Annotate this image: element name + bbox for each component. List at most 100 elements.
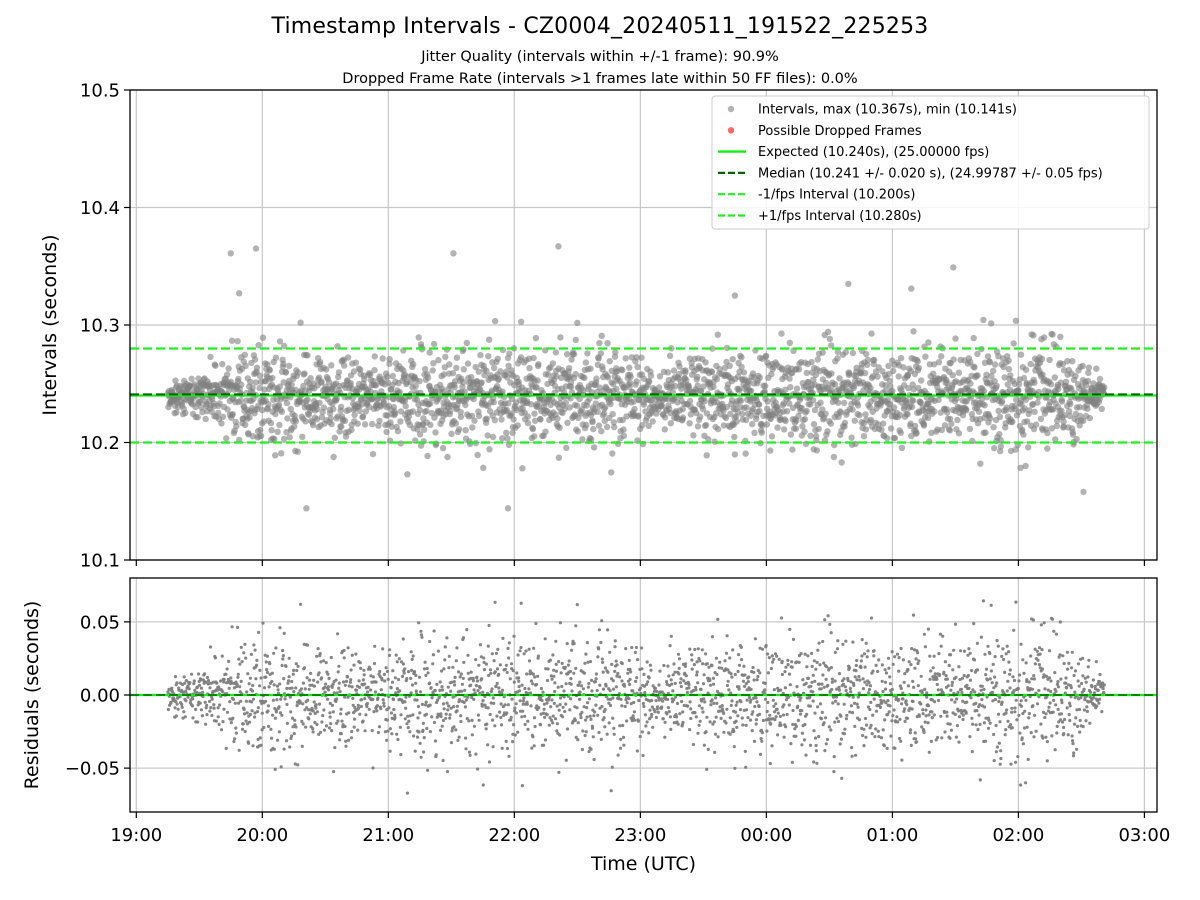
interval-point <box>620 426 627 433</box>
residual-point <box>211 680 215 684</box>
interval-point <box>594 408 601 415</box>
residual-point <box>808 695 812 699</box>
residual-point <box>349 736 354 740</box>
residual-point <box>890 650 894 654</box>
residual-point <box>204 722 208 726</box>
residual-point <box>649 698 654 703</box>
interval-point <box>647 372 655 379</box>
residual-point <box>351 696 355 701</box>
residual-point <box>583 733 587 738</box>
residual-point <box>470 718 474 723</box>
top-y-tick-label: 10.5 <box>80 81 120 102</box>
interval-point <box>202 415 209 423</box>
interval-point <box>737 397 745 405</box>
residual-point <box>388 749 392 753</box>
residual-point <box>867 681 871 685</box>
interval-point <box>884 435 891 442</box>
residual-point <box>606 670 610 674</box>
residual-point <box>312 684 316 688</box>
residual-point <box>620 679 624 683</box>
residual-point <box>487 673 491 678</box>
interval-point <box>694 423 702 430</box>
residual-point <box>559 696 563 700</box>
interval-point <box>909 397 917 404</box>
interval-point <box>634 363 641 371</box>
residual-point <box>451 665 455 669</box>
residual-point <box>205 675 209 680</box>
residual-point <box>388 648 392 652</box>
interval-point <box>1084 377 1092 385</box>
residual-point <box>800 743 804 747</box>
residual-point <box>803 652 807 656</box>
interval-point <box>485 353 492 360</box>
interval-point <box>963 407 970 414</box>
interval-point <box>452 420 459 427</box>
residual-point <box>429 686 433 690</box>
residual-point <box>621 735 626 740</box>
residual-point <box>309 671 313 676</box>
interval-point <box>709 345 716 352</box>
residual-point <box>431 653 435 657</box>
residual-point <box>825 737 830 742</box>
interval-point <box>638 354 645 361</box>
residual-point <box>335 691 339 695</box>
residual-point <box>448 716 452 720</box>
interval-point <box>905 385 912 392</box>
residual-point <box>695 670 699 674</box>
residual-point <box>563 665 567 669</box>
residual-point <box>773 710 777 714</box>
interval-point <box>974 372 981 379</box>
residual-point <box>594 672 599 676</box>
residual-point <box>270 679 274 684</box>
interval-point <box>995 407 1002 415</box>
residual-point <box>281 654 285 658</box>
residual-point <box>497 672 501 676</box>
residual-point <box>856 705 860 709</box>
interval-point <box>971 364 978 371</box>
residual-point <box>537 706 541 710</box>
residual-point <box>928 677 932 681</box>
residual-point <box>569 677 573 681</box>
residual-point <box>696 681 700 685</box>
residual-point <box>300 719 304 724</box>
interval-point <box>723 403 731 411</box>
interval-point <box>430 360 437 367</box>
interval-point <box>236 290 243 297</box>
residual-point <box>816 648 820 652</box>
residual-point <box>590 726 595 730</box>
residual-point <box>351 703 355 707</box>
residual-point <box>448 713 452 717</box>
residual-point <box>843 685 848 689</box>
interval-point <box>890 367 897 375</box>
residual-point <box>810 680 814 684</box>
residual-point <box>392 707 396 712</box>
residual-point <box>834 695 839 699</box>
residual-point <box>939 644 943 648</box>
residual-point <box>439 714 443 719</box>
interval-point <box>259 406 266 414</box>
interval-point <box>935 396 942 404</box>
residual-point <box>284 739 289 743</box>
residual-point <box>897 698 901 702</box>
residual-point <box>720 666 724 670</box>
residual-point <box>794 734 798 738</box>
interval-point <box>337 403 345 411</box>
interval-point <box>1058 398 1066 405</box>
residual-point <box>608 688 612 693</box>
interval-point <box>325 379 333 386</box>
residual-point <box>845 713 849 718</box>
residual-point <box>184 689 188 693</box>
residual-point <box>848 686 853 691</box>
interval-point <box>508 395 516 402</box>
residual-point <box>217 722 221 727</box>
residual-point <box>839 737 844 741</box>
interval-point <box>256 372 264 379</box>
interval-point <box>241 351 249 358</box>
residual-point <box>937 652 941 656</box>
residual-point <box>331 682 335 686</box>
interval-point <box>1005 365 1013 373</box>
residual-point <box>841 682 846 687</box>
interval-point <box>242 362 249 369</box>
residual-point <box>360 698 364 702</box>
